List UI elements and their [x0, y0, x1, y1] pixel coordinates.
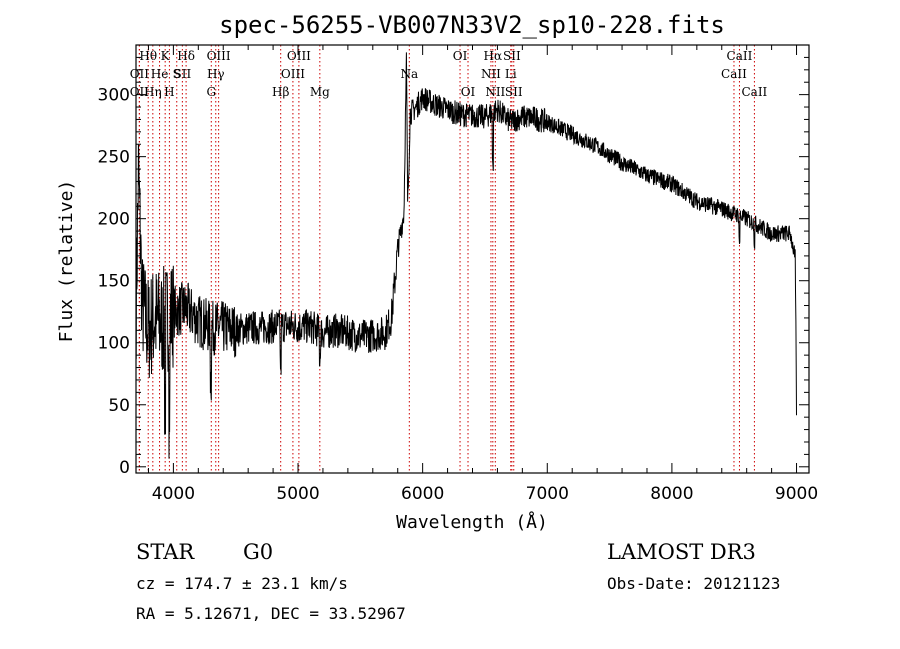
line-label: OI	[453, 49, 468, 63]
coordinates: RA = 5.12671, DEC = 33.52967	[136, 604, 406, 623]
y-tick-label: 50	[108, 396, 130, 416]
spectrum-plot: spec-56255-VB007N33V2_sp10-228.fits Wave…	[56, 11, 818, 533]
line-label: NII	[485, 85, 505, 99]
y-tick-label: 100	[98, 334, 130, 354]
line-label: CaII	[727, 49, 753, 63]
x-tick-label: 8000	[650, 484, 693, 504]
y-axis-label: Flux (relative)	[56, 180, 77, 343]
object-class: STAR	[136, 540, 195, 564]
y-tick-label: 0	[119, 458, 130, 478]
x-tick-label: 7000	[526, 484, 569, 504]
line-label: CaII	[721, 67, 747, 81]
y-tick-label: 200	[98, 210, 130, 230]
line-label: OIII	[287, 49, 311, 63]
line-label: K	[161, 49, 171, 63]
line-label: OIII	[281, 67, 305, 81]
line-markers	[138, 45, 755, 473]
line-label: Hγ	[207, 67, 225, 81]
line-label: Hβ	[272, 85, 289, 99]
line-label: H	[164, 85, 174, 99]
chart-title: spec-56255-VB007N33V2_sp10-228.fits	[219, 11, 725, 39]
y-tick-label: 150	[98, 272, 130, 292]
redshift-cz: cz = 174.7 ± 23.1 km/s	[136, 574, 348, 593]
line-label: OI	[461, 85, 476, 99]
line-label: He	[151, 67, 169, 81]
line-label: SII	[174, 67, 192, 81]
spectral-subclass: G0	[243, 540, 274, 564]
x-tick-label: 6000	[401, 484, 444, 504]
line-label: SII	[503, 49, 521, 63]
line-label: CaII	[741, 85, 767, 99]
line-label: Hη	[144, 85, 162, 99]
line-labels: OII OII Hθ Hη He K HS Hδ SII G Hγ OIII Hβ OIII OIII Mg N…	[130, 49, 768, 99]
x-tick-label: 5000	[276, 484, 319, 504]
x-axis-label: Wavelength (Å)	[396, 511, 548, 533]
line-label: NII	[481, 67, 501, 81]
y-axis-ticks: 0 50 100 150 200 250 300	[98, 44, 809, 478]
y-tick-label: 300	[98, 86, 130, 106]
x-axis-ticks: 4000 5000 6000 7000 8000 9000	[147, 45, 818, 504]
line-label: OIII	[207, 49, 231, 63]
y-tick-label: 250	[98, 148, 130, 168]
line-label: OII	[130, 67, 150, 81]
line-label: Na	[400, 67, 418, 81]
x-tick-label: 9000	[775, 484, 818, 504]
line-label: S	[173, 67, 181, 81]
line-label: SII	[505, 85, 523, 99]
line-label: Hα	[484, 49, 503, 63]
observation-date: Obs-Date: 20121123	[607, 574, 781, 593]
spectrum-line	[135, 52, 797, 459]
line-label: Hδ	[177, 49, 195, 63]
x-tick-label: 4000	[152, 484, 195, 504]
survey-name: LAMOST DR3	[607, 540, 756, 564]
line-label: Li	[505, 67, 517, 81]
line-label: OII	[130, 85, 150, 99]
line-label: Hθ	[139, 49, 157, 63]
line-label: G	[206, 85, 216, 99]
line-label: Mg	[310, 85, 330, 99]
